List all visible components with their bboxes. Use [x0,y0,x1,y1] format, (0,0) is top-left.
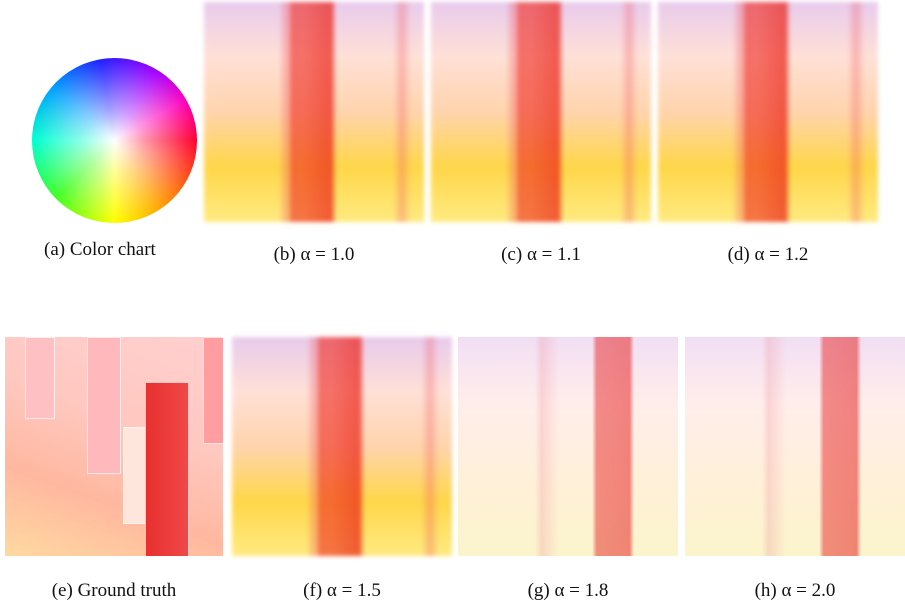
caption: (f) α = 1.5 [232,580,452,602]
bar-shape [25,337,55,419]
result-image [658,2,878,222]
bar-shape [145,382,189,556]
caption: (h) α = 2.0 [685,580,905,602]
caption: (b) α = 1.0 [204,244,424,266]
bar-shape [123,427,147,524]
caption: (d) α = 1.2 [658,244,878,266]
caption: (c) α = 1.1 [431,244,651,266]
caption: (a) Color chart [44,235,184,265]
bar-shape [203,337,223,444]
color-wheel [32,58,197,223]
result-image [685,337,905,556]
caption: (e) Ground truth [5,580,223,602]
result-image [431,2,651,222]
figure: (a) Color chart (b) α = 1.0 (c) α = 1.1 … [0,0,905,608]
caption: (g) α = 1.8 [458,580,678,602]
bar-shape [87,337,121,474]
result-image [232,337,452,556]
ground-truth-image [5,337,223,556]
result-image [204,2,424,222]
result-image [458,337,678,556]
